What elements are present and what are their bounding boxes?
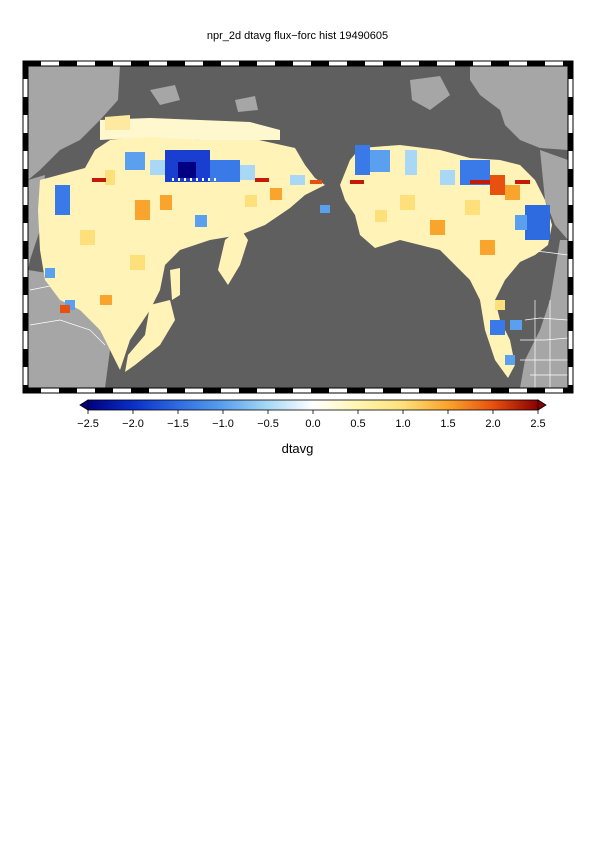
map-title: npr_2d dtavg flux−forc hist 19490605 (206, 30, 389, 42)
colorbar-tick-label: −1.5 (167, 418, 189, 430)
map-panel (28, 66, 568, 388)
colorbar-tick-label: 0.0 (305, 418, 321, 430)
map-frame (22, 60, 574, 394)
data-field-asia (38, 115, 330, 372)
colorbar-tick-label: −2.5 (77, 418, 99, 430)
colorbar-tick-label: −1.0 (212, 418, 234, 430)
data-field-north-america (340, 145, 552, 378)
colorbar-tick-label: 1.5 (440, 418, 456, 430)
colorbar-tick-label: −2.0 (122, 418, 144, 430)
colorbar-tick-label: 0.5 (350, 418, 366, 430)
colorbar-tick-label: 2.0 (485, 418, 501, 430)
land-outside (28, 66, 568, 388)
colorbar-tick-label: 1.0 (395, 418, 411, 430)
colorbar (79, 399, 547, 414)
colorbar-tick-label: −0.5 (257, 418, 279, 430)
colorbar-tick-label: 2.5 (530, 418, 546, 430)
colorbar-label: dtavg (281, 441, 314, 456)
